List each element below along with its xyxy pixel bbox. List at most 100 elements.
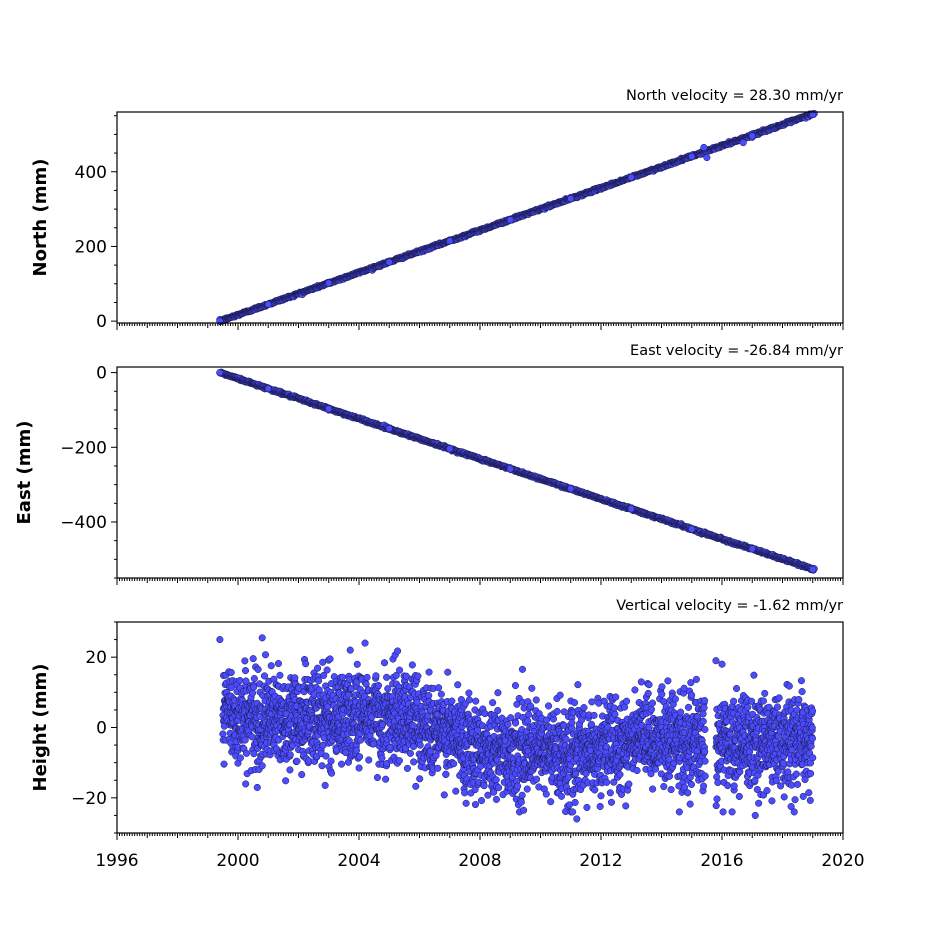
height-data-point xyxy=(383,673,391,681)
north-data-point xyxy=(506,216,514,224)
height-data-point xyxy=(219,730,227,738)
height-data-point xyxy=(448,697,456,705)
north-data-point xyxy=(567,195,575,203)
height-data-point xyxy=(261,651,270,659)
height-data-point xyxy=(355,764,363,772)
height-data-point xyxy=(465,696,473,704)
north-y-tick-label: 400 xyxy=(75,163,107,183)
height-data-point xyxy=(465,689,473,697)
height-data-point xyxy=(241,657,249,665)
height-data-point xyxy=(282,777,290,785)
height-data-point xyxy=(241,667,250,675)
height-data-point xyxy=(365,756,373,764)
height-data-point xyxy=(374,681,382,690)
north-data-point xyxy=(446,237,454,245)
height-data-point xyxy=(434,764,442,772)
height-data-point xyxy=(408,661,416,669)
east-velocity-title: East velocity = -26.84 mm/yr xyxy=(630,343,843,359)
north-data-point xyxy=(739,139,747,147)
east-y-tick-label: −400 xyxy=(60,513,107,533)
height-data-point xyxy=(319,658,327,666)
height-data-point xyxy=(260,672,269,680)
height-data-point xyxy=(353,660,361,668)
height-data-point xyxy=(395,757,403,765)
height-data-point xyxy=(248,733,256,741)
height-data-point xyxy=(267,662,275,670)
height-data-point xyxy=(452,787,460,795)
height-data-point xyxy=(236,754,244,762)
height-data-point xyxy=(236,677,244,685)
height-data-point xyxy=(250,683,258,691)
north-data-point xyxy=(688,152,696,160)
east-data-point xyxy=(688,525,696,533)
height-data-point xyxy=(410,758,418,766)
height-data-point xyxy=(302,660,310,668)
height-data-point xyxy=(321,781,329,789)
height-data-point xyxy=(327,757,335,765)
height-data-point xyxy=(322,752,330,760)
height-data-point xyxy=(450,760,458,768)
height-data-point xyxy=(298,771,306,779)
east-y-tick-label: 0 xyxy=(96,364,107,384)
height-data-point xyxy=(276,671,284,679)
north-panel: 0 200 400 North velocity = 28.30 mm/yr Nor… xyxy=(30,88,844,332)
height-data-point xyxy=(382,775,390,783)
height-data-point xyxy=(241,736,249,744)
north-data-point xyxy=(700,143,708,152)
east-data-point xyxy=(264,385,272,393)
height-data-point xyxy=(425,692,433,700)
height-data-point xyxy=(248,689,257,697)
height-data-point xyxy=(471,800,479,809)
height-data-point xyxy=(337,760,346,768)
north-data-point xyxy=(385,258,393,266)
north-points xyxy=(216,110,818,325)
height-data-point xyxy=(356,753,364,761)
height-data-point xyxy=(409,721,417,729)
height-data-point xyxy=(326,655,334,663)
height-data-point xyxy=(435,684,443,692)
height-data-point xyxy=(249,655,257,663)
north-data-point xyxy=(627,173,635,181)
height-data-point xyxy=(338,673,347,681)
height-data-point xyxy=(250,675,258,683)
east-y-tick-label: −200 xyxy=(60,438,107,458)
height-data-point xyxy=(242,780,250,788)
height-data-point xyxy=(315,677,323,685)
height-data-point xyxy=(472,697,480,705)
height-data-point xyxy=(372,672,380,680)
east-data-point xyxy=(506,465,514,473)
height-data-point xyxy=(286,766,294,774)
height-data-point xyxy=(314,664,322,672)
height-data-point xyxy=(403,764,411,772)
height-data-point xyxy=(323,666,331,674)
height-data-point xyxy=(394,647,402,655)
height-data-point xyxy=(414,672,422,680)
north-y-tick-label: 0 xyxy=(96,312,107,332)
height-data-point xyxy=(416,741,424,749)
height-data-point xyxy=(352,747,361,755)
height-data-point xyxy=(318,762,326,770)
height-data-point xyxy=(363,673,371,681)
height-data-point xyxy=(346,646,354,654)
height-data-point xyxy=(425,668,433,676)
height-data-point xyxy=(442,770,450,778)
height-data-point xyxy=(373,773,381,782)
height-data-point xyxy=(396,666,404,674)
east-y-axis-label: East (mm) xyxy=(14,421,35,525)
height-data-point xyxy=(327,769,336,777)
east-data-point xyxy=(216,369,224,377)
height-data-point xyxy=(253,783,261,791)
north-y-tick-label: 200 xyxy=(75,237,107,257)
north-data-point xyxy=(703,154,711,162)
east-data-point xyxy=(627,505,635,513)
height-data-point xyxy=(378,754,386,762)
height-data-point xyxy=(437,690,445,698)
east-data-point xyxy=(748,545,756,553)
height-data-point xyxy=(254,665,262,674)
north-data-point xyxy=(748,132,756,140)
east-data-point xyxy=(809,565,817,573)
height-data-point xyxy=(242,749,251,757)
height-data-point xyxy=(384,685,392,693)
east-data-point xyxy=(385,425,393,433)
